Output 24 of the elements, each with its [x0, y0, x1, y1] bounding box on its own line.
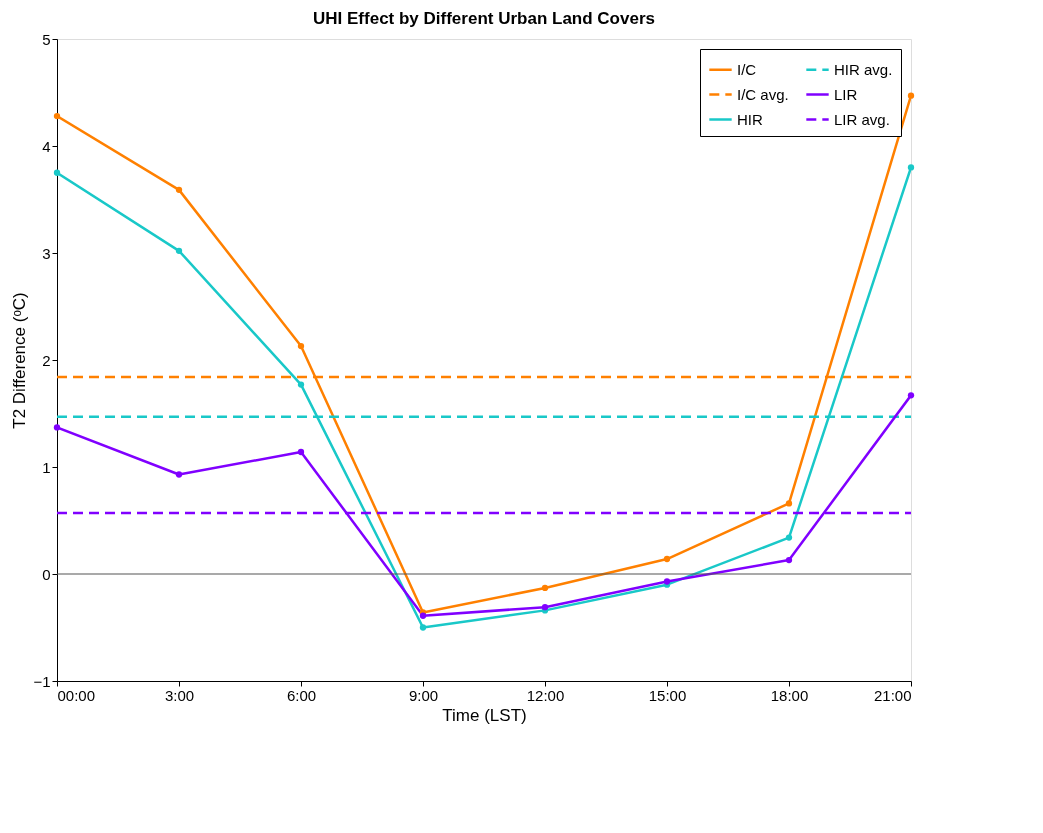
x-tick-label: 9:00	[408, 686, 439, 704]
legend-label: I/C	[737, 60, 757, 78]
x-tick-label: 12:00	[526, 686, 565, 704]
x-tick-label: 6:00	[286, 686, 317, 704]
y-tick-label: 5	[42, 30, 51, 48]
x-tick-label: 21:00	[873, 686, 912, 704]
legend-label: HIR avg.	[834, 60, 893, 78]
legend-label: I/C avg.	[737, 85, 789, 103]
x-tick-label: 18:00	[770, 686, 809, 704]
legend-label: LIR	[834, 85, 858, 103]
x-axis-title: Time (LST)	[442, 705, 527, 725]
x-tick-label: 15:00	[648, 686, 687, 704]
y-tick-label: 4	[42, 137, 51, 155]
y-axis-title: T2 Difference (ᵒC)	[10, 292, 30, 429]
x-tick-label: 3:00	[164, 686, 195, 704]
y-tick-label: 2	[42, 351, 51, 369]
chart-title: UHI Effect by Different Urban Land Covers	[313, 9, 655, 28]
y-tick-label: 0	[42, 565, 51, 583]
y-tick-label: 3	[42, 244, 51, 262]
x-tick-label: 00:00	[57, 686, 96, 704]
y-tick-label: 1	[42, 458, 51, 476]
legend-label: LIR avg.	[834, 110, 890, 128]
legend-label: HIR	[737, 110, 763, 128]
y-tick-label: −1	[33, 672, 51, 690]
